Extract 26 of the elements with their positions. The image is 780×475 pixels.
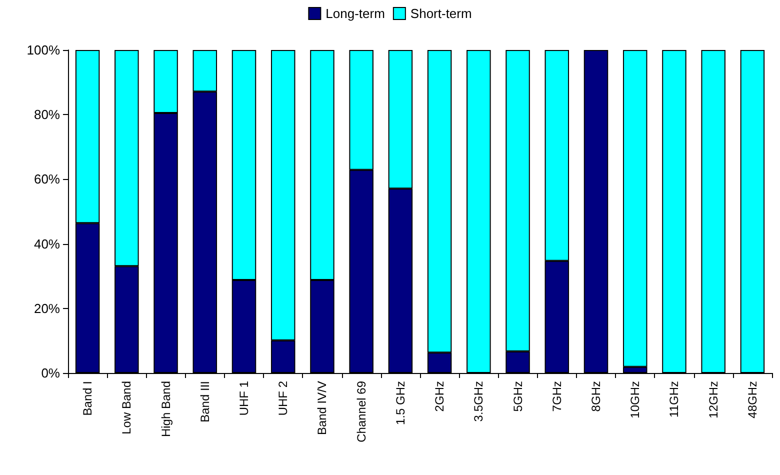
x-tick-label: Band III bbox=[198, 381, 212, 422]
x-tick-label: 5GHz bbox=[510, 381, 525, 412]
y-tick-label: 40% bbox=[34, 236, 60, 252]
x-tick-label: 8GHz bbox=[589, 381, 603, 412]
y-tick-label: 80% bbox=[34, 107, 60, 122]
y-tick-label: 20% bbox=[34, 300, 60, 316]
x-tick-label: Low Band bbox=[120, 381, 134, 434]
y-tick-label: 60% bbox=[34, 172, 60, 187]
x-tick-label: 11GHz bbox=[667, 381, 682, 418]
x-tick-label: 3.5GHz bbox=[472, 381, 486, 422]
x-tick-label: 1.5 GHz bbox=[393, 381, 408, 426]
legend-label: Long-term bbox=[326, 6, 385, 21]
x-tick-label: 10GHz bbox=[628, 381, 642, 418]
y-tick-label: 0% bbox=[41, 366, 60, 380]
x-tick-label: 48GHz bbox=[745, 381, 760, 418]
x-tick-label: UHF 1 bbox=[237, 380, 251, 416]
x-tick-label: 2GHz bbox=[432, 381, 447, 412]
y-tick-label: 100% bbox=[26, 42, 60, 58]
legend-label: Short-term bbox=[410, 6, 472, 21]
x-tick-label: Band IV/V bbox=[315, 381, 330, 436]
x-tick-label: Band I bbox=[80, 381, 95, 416]
x-tick-label: Channel 69 bbox=[354, 380, 368, 442]
x-tick-label: 7GHz bbox=[550, 381, 564, 412]
x-tick-label: 12GHz bbox=[706, 381, 720, 418]
x-tick-label: UHF 2 bbox=[276, 380, 290, 416]
x-tick-label: High Band bbox=[158, 381, 173, 438]
